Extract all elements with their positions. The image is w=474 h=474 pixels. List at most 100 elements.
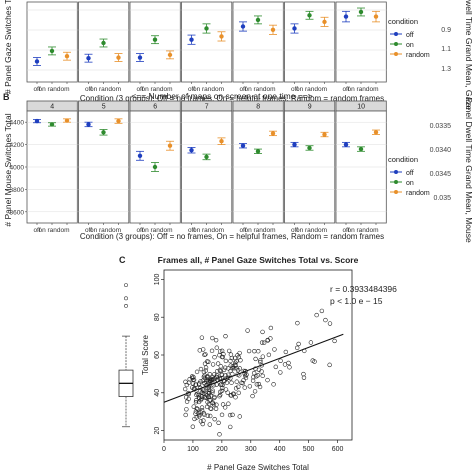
scatter-point [265, 377, 270, 383]
x-tick-label: off [33, 86, 40, 93]
scatter-point [184, 407, 189, 412]
scatter-point [203, 368, 209, 373]
scatter-point [236, 390, 241, 396]
x-tick-label: off [291, 227, 298, 234]
scatter-point [254, 374, 259, 379]
scatter-point [196, 399, 202, 405]
data-point-random [64, 54, 70, 59]
scatter-point [198, 366, 204, 372]
x-tick-label: off [136, 227, 143, 234]
data-point-on [358, 9, 364, 15]
scatter-point [252, 348, 257, 354]
scatter-point [268, 325, 274, 331]
panel-b-right-tick: 0.0340 [430, 147, 452, 154]
scatter-point [219, 348, 225, 354]
data-point-off [189, 37, 194, 42]
scatter-point [278, 370, 283, 375]
scatter-point [314, 312, 319, 318]
panel-b-legend: condition off on random [388, 155, 430, 197]
data-point-off [137, 153, 143, 158]
scatter-point [229, 380, 234, 385]
scatter-point [243, 373, 248, 379]
scatter-point [202, 412, 207, 417]
scatter-point [230, 412, 235, 418]
x-tick-label: off [136, 86, 143, 93]
scatter-point [183, 395, 189, 400]
scatter-point [186, 380, 192, 385]
scatter-point [193, 411, 198, 416]
scatter-point [196, 414, 202, 419]
scatter-point [233, 395, 238, 400]
data-point-random [167, 52, 173, 58]
legend-title: condition [388, 17, 418, 26]
scatter-point [198, 419, 204, 424]
scatter-point [219, 412, 225, 418]
y-tick-label: 4400 [10, 120, 25, 127]
scatter-point [260, 354, 266, 359]
panel-b-right-tick: 0.035 [433, 195, 451, 202]
x-tick-label: off [342, 227, 349, 234]
scatter-point [212, 372, 217, 377]
x-tick-label: on random [193, 227, 224, 234]
scatter-point [238, 358, 243, 363]
data-point-on [307, 13, 312, 18]
data-point-on [152, 164, 158, 170]
scatter-point [283, 349, 289, 355]
panel-c-p-label: p < 1.0 e − 15 [330, 296, 383, 306]
scatter-point [327, 321, 333, 326]
scatter-point [256, 381, 262, 387]
scatter-point [202, 373, 207, 378]
scatter-point [201, 388, 206, 393]
scatter-point [266, 352, 272, 358]
scatter-point [210, 377, 215, 382]
x-tick-label: 600 [332, 446, 344, 453]
scatter-point [287, 365, 292, 370]
scatter-point [212, 355, 217, 360]
x-tick-label: on random [38, 86, 69, 93]
panel-c-title: Frames all, # Panel Gaze Switches Total … [158, 255, 359, 265]
data-point-off [86, 122, 91, 127]
facet-strip-label: 6 [153, 104, 157, 111]
scatter-point [261, 340, 267, 345]
panel-a-right-tick: 1.3 [441, 66, 451, 73]
scatter-point [214, 345, 220, 350]
scatter-point [227, 412, 233, 418]
data-point-off [137, 55, 143, 60]
scatter-point [207, 398, 212, 403]
scatter-point [242, 385, 247, 390]
x-tick-label: on random [244, 227, 275, 234]
scatter-point [237, 350, 242, 356]
facet-strip-label: 9 [308, 104, 312, 111]
data-point-random [322, 132, 327, 137]
scatter-point [213, 406, 219, 412]
data-point-random [270, 131, 276, 136]
x-tick-label: 0 [162, 446, 166, 453]
plot-frame [163, 269, 353, 441]
scatter-point [225, 372, 231, 377]
scatter-point [233, 386, 239, 391]
x-tick-label: on random [296, 227, 327, 234]
x-tick-label: on random [90, 227, 121, 234]
x-tick-label: 400 [274, 446, 286, 453]
scatter-point [183, 412, 188, 418]
scatter-point [260, 329, 265, 335]
panel-a-right-tick: 1.1 [441, 46, 451, 53]
data-point-off [34, 118, 40, 124]
scatter-point [271, 382, 276, 387]
scatter-point [223, 365, 228, 370]
data-point-random [167, 143, 173, 148]
scatter-point [234, 359, 239, 364]
y-tick-label: 20 [154, 427, 161, 435]
scatter-point [208, 413, 213, 419]
data-point-random [219, 139, 224, 144]
panel-a-legend: condition off on random [388, 17, 430, 59]
legend-label: off [406, 170, 414, 177]
panel-c-letter: C [119, 255, 126, 265]
regression-line [163, 333, 344, 403]
x-tick-label: 300 [245, 446, 257, 453]
scatter-point [209, 406, 214, 412]
facet-frame [181, 1, 233, 83]
x-tick-label: on random [244, 86, 275, 93]
scatter-point [212, 416, 217, 422]
